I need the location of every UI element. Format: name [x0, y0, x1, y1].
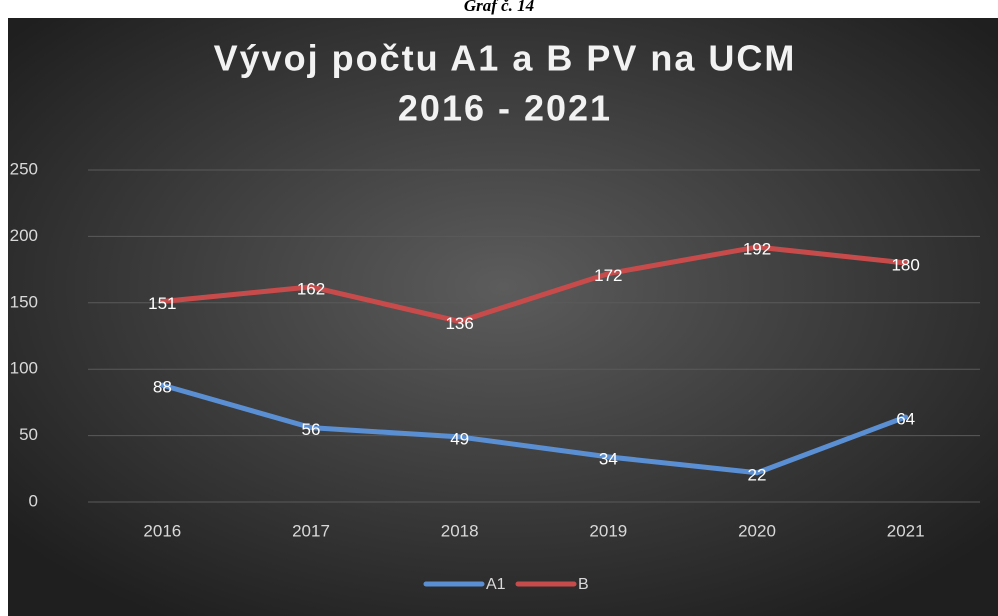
data-label: 136	[445, 314, 473, 333]
legend-label: B	[578, 576, 589, 593]
y-tick-label: 50	[19, 425, 38, 444]
x-tick-label: 2019	[589, 521, 627, 540]
y-tick-label: 150	[10, 292, 38, 311]
line-series	[159, 244, 909, 324]
data-label: 56	[302, 420, 321, 439]
data-label: 151	[148, 294, 176, 313]
data-label: 49	[450, 429, 469, 448]
y-tick-label: 0	[29, 491, 38, 510]
line-series	[159, 382, 909, 476]
x-tick-label: 2021	[887, 521, 925, 540]
chart-title: 2016 - 2021	[398, 88, 612, 129]
data-label: 192	[743, 240, 771, 259]
chart-title: Vývoj počtu A1 a B PV na UCM	[214, 38, 797, 79]
y-tick-label: 200	[10, 226, 38, 245]
x-tick-label: 2016	[143, 521, 181, 540]
data-label: 162	[297, 279, 325, 298]
y-tick-label: 250	[10, 159, 38, 178]
x-tick-label: 2017	[292, 521, 330, 540]
data-label: 64	[896, 409, 915, 428]
data-label: 22	[748, 465, 767, 484]
legend-label: A1	[486, 576, 506, 593]
x-tick-label: 2018	[441, 521, 479, 540]
caption: Graf č. 14	[464, 0, 534, 15]
y-tick-label: 100	[10, 359, 38, 378]
x-tick-label: 2020	[738, 521, 776, 540]
data-label: 180	[891, 255, 919, 274]
data-label: 172	[594, 266, 622, 285]
data-label: 34	[599, 449, 618, 468]
data-label: 88	[153, 378, 172, 397]
chart-background	[8, 18, 998, 616]
